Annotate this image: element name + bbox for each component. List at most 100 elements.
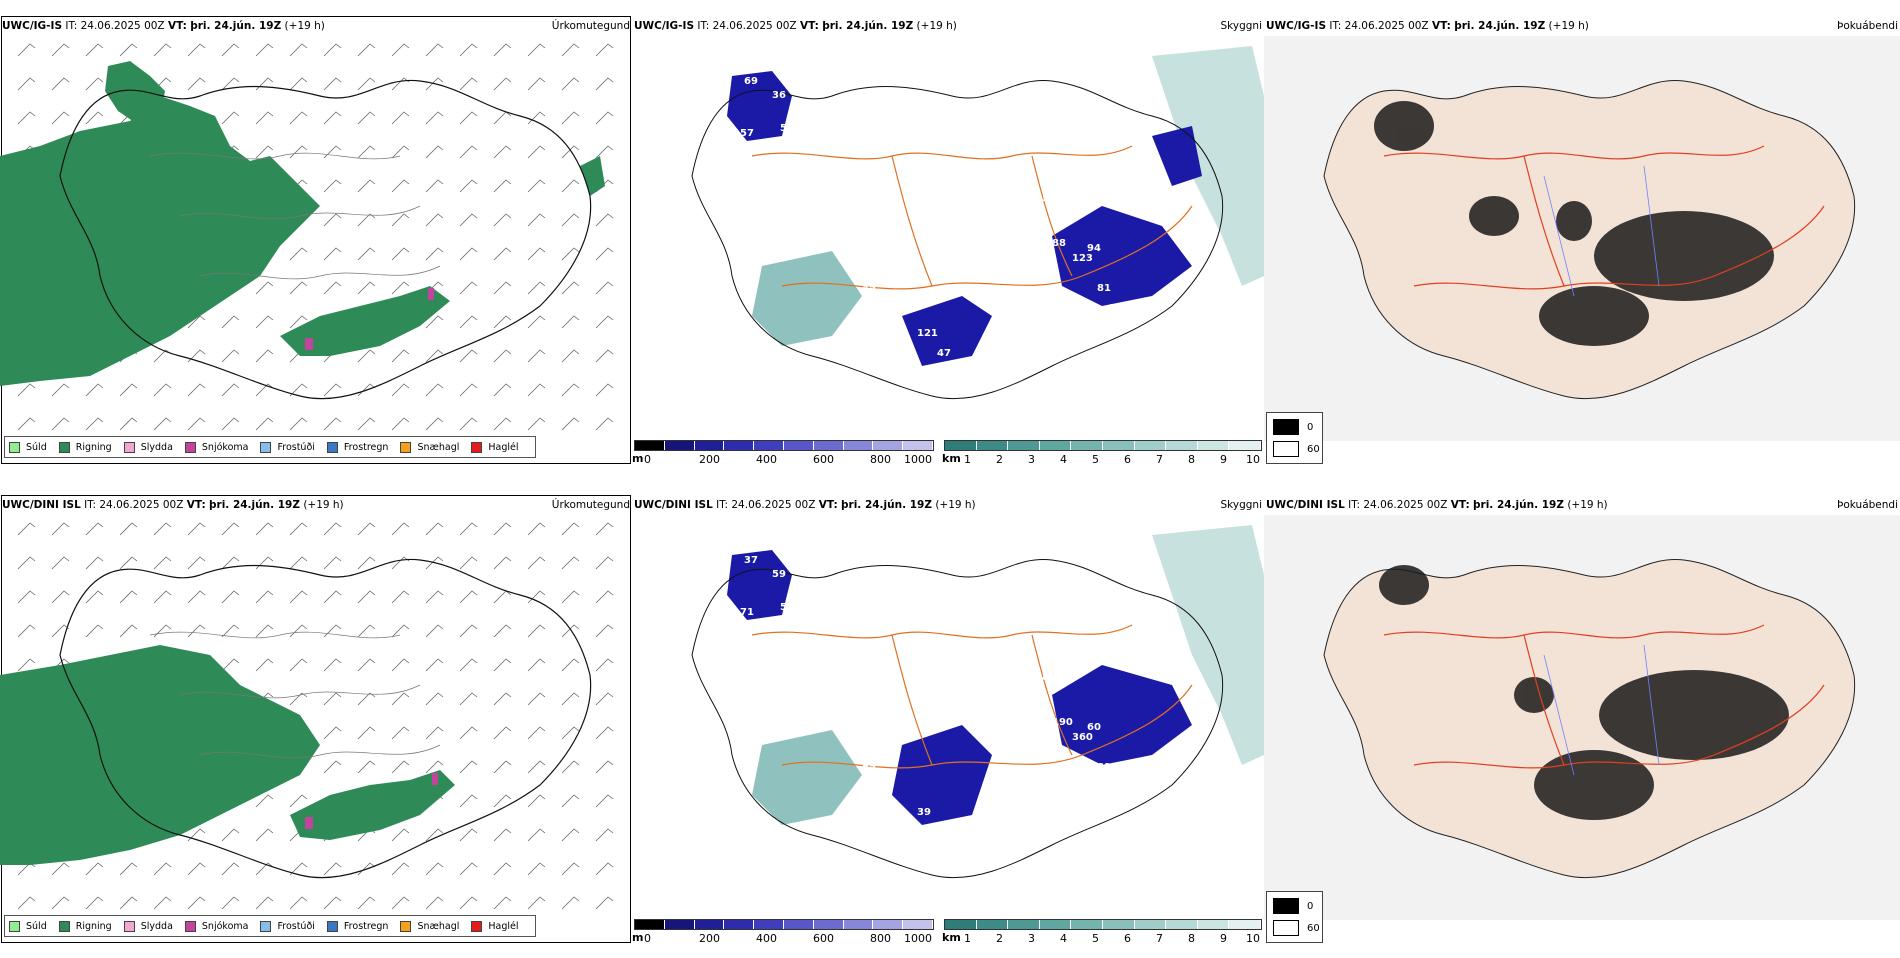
wind-barb bbox=[493, 179, 512, 193]
ceiling-label: 88 bbox=[862, 682, 876, 693]
ceiling-area-e bbox=[1052, 206, 1192, 306]
visibility-colorbar: km 1 2 3 4 5 6 7 8 9 10 bbox=[942, 440, 1262, 470]
panel-header: UWC/IG-IS IT: 24.06.2025 00Z VT: þri. 24… bbox=[634, 20, 1262, 34]
it-label: IT: bbox=[1348, 499, 1361, 511]
ceiling-label: 59 bbox=[772, 569, 786, 580]
it-label: IT: bbox=[697, 20, 710, 32]
vt-label: VT: bbox=[818, 499, 838, 511]
cloud-map-svg: 37 59 71 59 382 88 175 59 62 82 62 46 190 60 47 360 89 74… bbox=[691, 525, 1264, 879]
panel-title: Úrkomutegund bbox=[551, 499, 630, 511]
wind-barb bbox=[221, 896, 240, 910]
wind-barb bbox=[391, 383, 410, 397]
legend-label: Haglél bbox=[488, 920, 519, 932]
wind-barb bbox=[119, 556, 138, 570]
legend-label: Rigning bbox=[75, 920, 112, 932]
legend-item-6: Snæhagl bbox=[400, 920, 459, 932]
ceiling-unit: m bbox=[632, 931, 644, 944]
panel-title: Þokuábendi bbox=[1837, 499, 1898, 511]
vt-label: VT: bbox=[186, 499, 206, 511]
road-network bbox=[751, 624, 1193, 769]
wind-barb bbox=[357, 349, 376, 363]
wind-barb bbox=[289, 624, 308, 638]
it-value: 24.06.2025 00Z bbox=[731, 499, 816, 511]
wind-barb bbox=[459, 111, 478, 125]
fog-legend: 0 60 bbox=[1266, 891, 1323, 943]
wind-barb bbox=[357, 77, 376, 91]
visibility-colorbar-strip bbox=[944, 440, 1262, 451]
wind-barb bbox=[459, 213, 478, 227]
wind-barb bbox=[561, 556, 580, 570]
wind-barb bbox=[51, 522, 70, 536]
ceiling-label: 198 bbox=[877, 258, 898, 269]
cloud-ceiling-visibility-panel: UWC/DINI ISL IT: 24.06.2025 00Z VT: þri.… bbox=[632, 493, 1264, 958]
ceiling-area-e bbox=[1052, 665, 1192, 765]
wind-barb bbox=[527, 43, 546, 57]
precip-type-panel: UWC/DINI ISL IT: 24.06.2025 00Z VT: þri.… bbox=[0, 493, 632, 958]
wind-barb bbox=[17, 896, 36, 910]
wind-barb bbox=[51, 862, 70, 876]
wind-barb bbox=[289, 281, 308, 295]
panel-header: UWC/IG-IS IT: 24.06.2025 00Z VT: þri. 24… bbox=[1266, 20, 1898, 34]
legend-swatch bbox=[326, 441, 338, 453]
precip-legend: Súld Rigning Slydda Snjókoma Frostúði Fr… bbox=[4, 915, 536, 937]
fog-cores bbox=[1379, 565, 1789, 820]
wind-barb bbox=[595, 862, 614, 876]
wind-barb bbox=[289, 658, 308, 672]
wind-barb bbox=[85, 417, 104, 431]
wind-barb bbox=[221, 315, 240, 329]
wind-barb bbox=[391, 111, 410, 125]
wind-barb bbox=[153, 383, 172, 397]
tick-label: 9 bbox=[1220, 453, 1227, 466]
wind-barb bbox=[323, 726, 342, 740]
snow-spot-1 bbox=[305, 338, 313, 350]
wind-barb bbox=[289, 590, 308, 604]
wind-barb bbox=[323, 111, 342, 125]
legend-item-3: Snjókoma bbox=[184, 441, 249, 453]
wind-barb bbox=[493, 213, 512, 227]
wind-barb bbox=[425, 658, 444, 672]
wind-barb bbox=[493, 145, 512, 159]
wind-barb bbox=[255, 417, 274, 431]
wind-barb bbox=[459, 896, 478, 910]
wind-barb bbox=[221, 522, 240, 536]
wind-barb bbox=[221, 658, 240, 672]
wind-barb bbox=[289, 315, 308, 329]
wind-barb bbox=[425, 383, 444, 397]
wind-barb bbox=[527, 896, 546, 910]
rain-area-se bbox=[290, 770, 455, 840]
wind-barb bbox=[527, 692, 546, 706]
wind-barb bbox=[391, 692, 410, 706]
wind-barb bbox=[323, 658, 342, 672]
ceiling-unit: m bbox=[632, 452, 644, 465]
ceiling-label: 96 bbox=[1032, 308, 1046, 319]
wind-barb bbox=[425, 179, 444, 193]
wind-barb bbox=[595, 726, 614, 740]
wind-barb bbox=[527, 315, 546, 329]
wind-barb bbox=[221, 624, 240, 638]
wind-barb bbox=[391, 417, 410, 431]
ceiling-label: 360 bbox=[1072, 732, 1093, 743]
wind-barb bbox=[561, 43, 580, 57]
wind-barb bbox=[595, 794, 614, 808]
wind-barb bbox=[51, 417, 70, 431]
wind-barb bbox=[391, 247, 410, 261]
ceiling-label: 75 bbox=[982, 183, 996, 194]
wind-barb bbox=[153, 43, 172, 57]
legend-label: Snjókoma bbox=[201, 441, 249, 453]
ceiling-label: 62 bbox=[1097, 642, 1111, 653]
wind-barb bbox=[187, 383, 206, 397]
wind-barb bbox=[187, 522, 206, 536]
wind-barb bbox=[561, 760, 580, 774]
ceiling-label: 57 bbox=[740, 128, 754, 139]
wind-barb bbox=[323, 692, 342, 706]
wind-barb bbox=[425, 111, 444, 125]
wind-barb bbox=[153, 624, 172, 638]
wind-barb bbox=[17, 111, 36, 125]
legend-swatch bbox=[400, 441, 412, 453]
fog-swatch bbox=[1273, 441, 1299, 457]
wind-barb bbox=[595, 556, 614, 570]
coastline bbox=[59, 79, 592, 400]
wind-barb bbox=[459, 43, 478, 57]
ceiling-label: 100 bbox=[1017, 832, 1038, 843]
visibility-unit: km bbox=[942, 452, 961, 465]
